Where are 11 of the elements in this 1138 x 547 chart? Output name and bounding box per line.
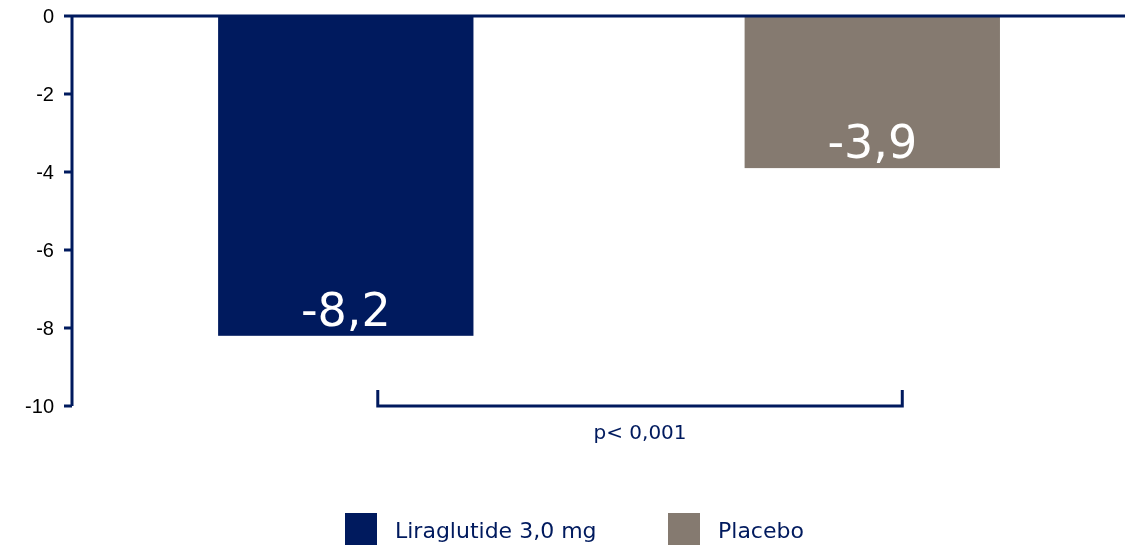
y-tick-label: 0 bbox=[42, 5, 54, 27]
data-label: -8,2 bbox=[300, 282, 391, 337]
y-tick-label: -10 bbox=[25, 395, 54, 417]
text: p< 0,001 bbox=[593, 420, 687, 444]
y-tick-label: -2 bbox=[36, 83, 54, 105]
y-tick-label: -8 bbox=[36, 317, 54, 339]
legend-label: Liraglutide 3,0 mg bbox=[395, 517, 597, 543]
y-tick-label: -4 bbox=[36, 161, 54, 183]
legend-label: Placebo bbox=[718, 517, 804, 543]
data-label: -3,9 bbox=[827, 115, 918, 170]
y-tick-label: -6 bbox=[36, 239, 54, 261]
